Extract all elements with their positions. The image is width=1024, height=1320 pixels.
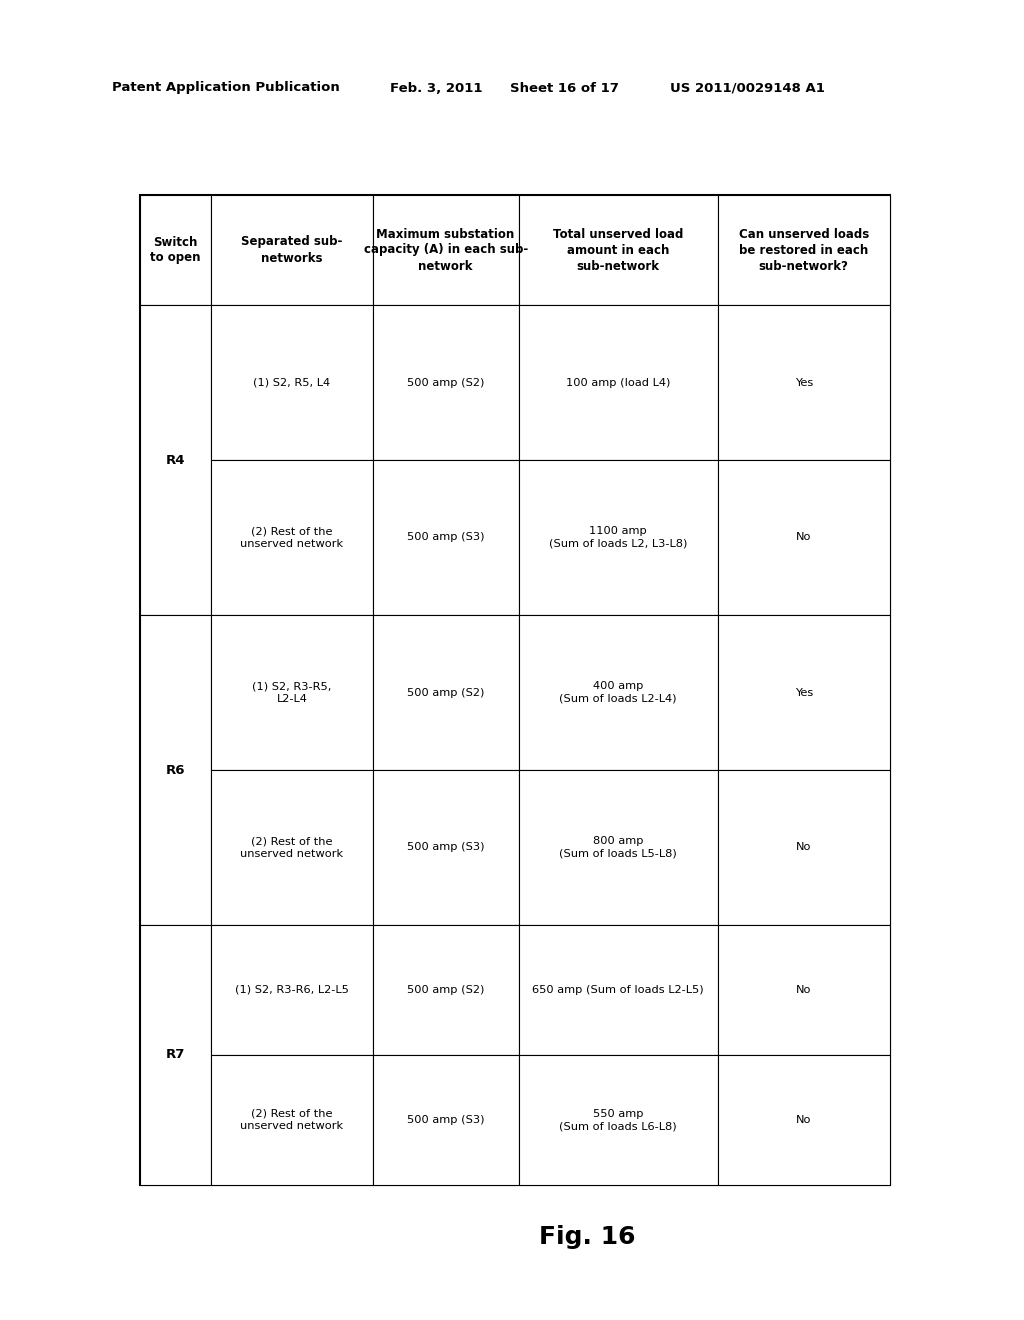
Text: 550 amp
(Sum of loads L6-L8): 550 amp (Sum of loads L6-L8)	[559, 1109, 677, 1131]
Bar	[140, 305, 211, 615]
Bar	[718, 925, 890, 1055]
Bar	[373, 770, 519, 925]
Bar	[140, 195, 211, 305]
Text: 500 amp (S3): 500 amp (S3)	[407, 1115, 484, 1125]
Bar	[373, 305, 519, 459]
Text: (2) Rest of the
unserved network: (2) Rest of the unserved network	[241, 1109, 343, 1131]
Text: 500 amp (S2): 500 amp (S2)	[407, 378, 484, 388]
Bar	[519, 1055, 718, 1185]
Bar	[211, 925, 373, 1055]
Bar	[519, 925, 718, 1055]
Text: Can unserved loads
be restored in each
sub-network?: Can unserved loads be restored in each s…	[738, 227, 869, 272]
Text: Separated sub-
networks: Separated sub- networks	[242, 235, 343, 264]
Bar	[211, 459, 373, 615]
Bar	[140, 615, 211, 925]
Bar	[140, 195, 890, 1185]
Bar	[718, 305, 890, 459]
Bar	[718, 195, 890, 305]
Bar	[718, 615, 890, 770]
Bar	[373, 459, 519, 615]
Text: 500 amp (S2): 500 amp (S2)	[407, 985, 484, 995]
Text: No: No	[796, 1115, 811, 1125]
Bar	[718, 770, 890, 925]
Text: R6: R6	[166, 763, 185, 776]
Bar	[373, 1055, 519, 1185]
Text: US 2011/0029148 A1: US 2011/0029148 A1	[670, 82, 825, 95]
Text: 800 amp
(Sum of loads L5-L8): 800 amp (Sum of loads L5-L8)	[559, 837, 677, 859]
Bar	[519, 615, 718, 770]
Bar	[519, 770, 718, 925]
Bar	[140, 925, 211, 1185]
Text: Maximum substation
capacity (A) in each sub-
network: Maximum substation capacity (A) in each …	[364, 227, 527, 272]
Bar	[519, 459, 718, 615]
Text: (1) S2, R3-R6, L2-L5: (1) S2, R3-R6, L2-L5	[234, 985, 349, 995]
Text: 100 amp (load L4): 100 amp (load L4)	[566, 378, 671, 388]
Text: (2) Rest of the
unserved network: (2) Rest of the unserved network	[241, 527, 343, 549]
Text: 650 amp (Sum of loads L2-L5): 650 amp (Sum of loads L2-L5)	[532, 985, 703, 995]
Bar	[373, 925, 519, 1055]
Text: No: No	[796, 532, 811, 543]
Bar	[519, 305, 718, 459]
Text: Sheet 16 of 17: Sheet 16 of 17	[510, 82, 618, 95]
Text: Patent Application Publication: Patent Application Publication	[112, 82, 340, 95]
Text: No: No	[796, 985, 811, 995]
Bar	[211, 770, 373, 925]
Text: R4: R4	[166, 454, 185, 466]
Text: (1) S2, R5, L4: (1) S2, R5, L4	[253, 378, 331, 388]
Text: Yes: Yes	[795, 378, 813, 388]
Text: 500 amp (S2): 500 amp (S2)	[407, 688, 484, 697]
Text: R7: R7	[166, 1048, 185, 1061]
Text: 500 amp (S3): 500 amp (S3)	[407, 532, 484, 543]
Text: (1) S2, R3-R5,
L2-L4: (1) S2, R3-R5, L2-L4	[252, 681, 332, 704]
Bar	[211, 195, 373, 305]
Bar	[519, 195, 718, 305]
Bar	[211, 305, 373, 459]
Bar	[373, 195, 519, 305]
Text: 1100 amp
(Sum of loads L2, L3-L8): 1100 amp (Sum of loads L2, L3-L8)	[549, 527, 687, 549]
Text: Fig. 16: Fig. 16	[539, 1225, 635, 1249]
Text: Switch
to open: Switch to open	[151, 235, 201, 264]
Text: 500 amp (S3): 500 amp (S3)	[407, 842, 484, 853]
Bar	[211, 615, 373, 770]
Bar	[373, 615, 519, 770]
Bar	[718, 1055, 890, 1185]
Text: Yes: Yes	[795, 688, 813, 697]
Text: Total unserved load
amount in each
sub-network: Total unserved load amount in each sub-n…	[553, 227, 683, 272]
Bar	[211, 1055, 373, 1185]
Bar	[718, 459, 890, 615]
Text: Feb. 3, 2011: Feb. 3, 2011	[390, 82, 482, 95]
Text: (2) Rest of the
unserved network: (2) Rest of the unserved network	[241, 837, 343, 859]
Text: No: No	[796, 842, 811, 853]
Text: 400 amp
(Sum of loads L2-L4): 400 amp (Sum of loads L2-L4)	[559, 681, 677, 704]
